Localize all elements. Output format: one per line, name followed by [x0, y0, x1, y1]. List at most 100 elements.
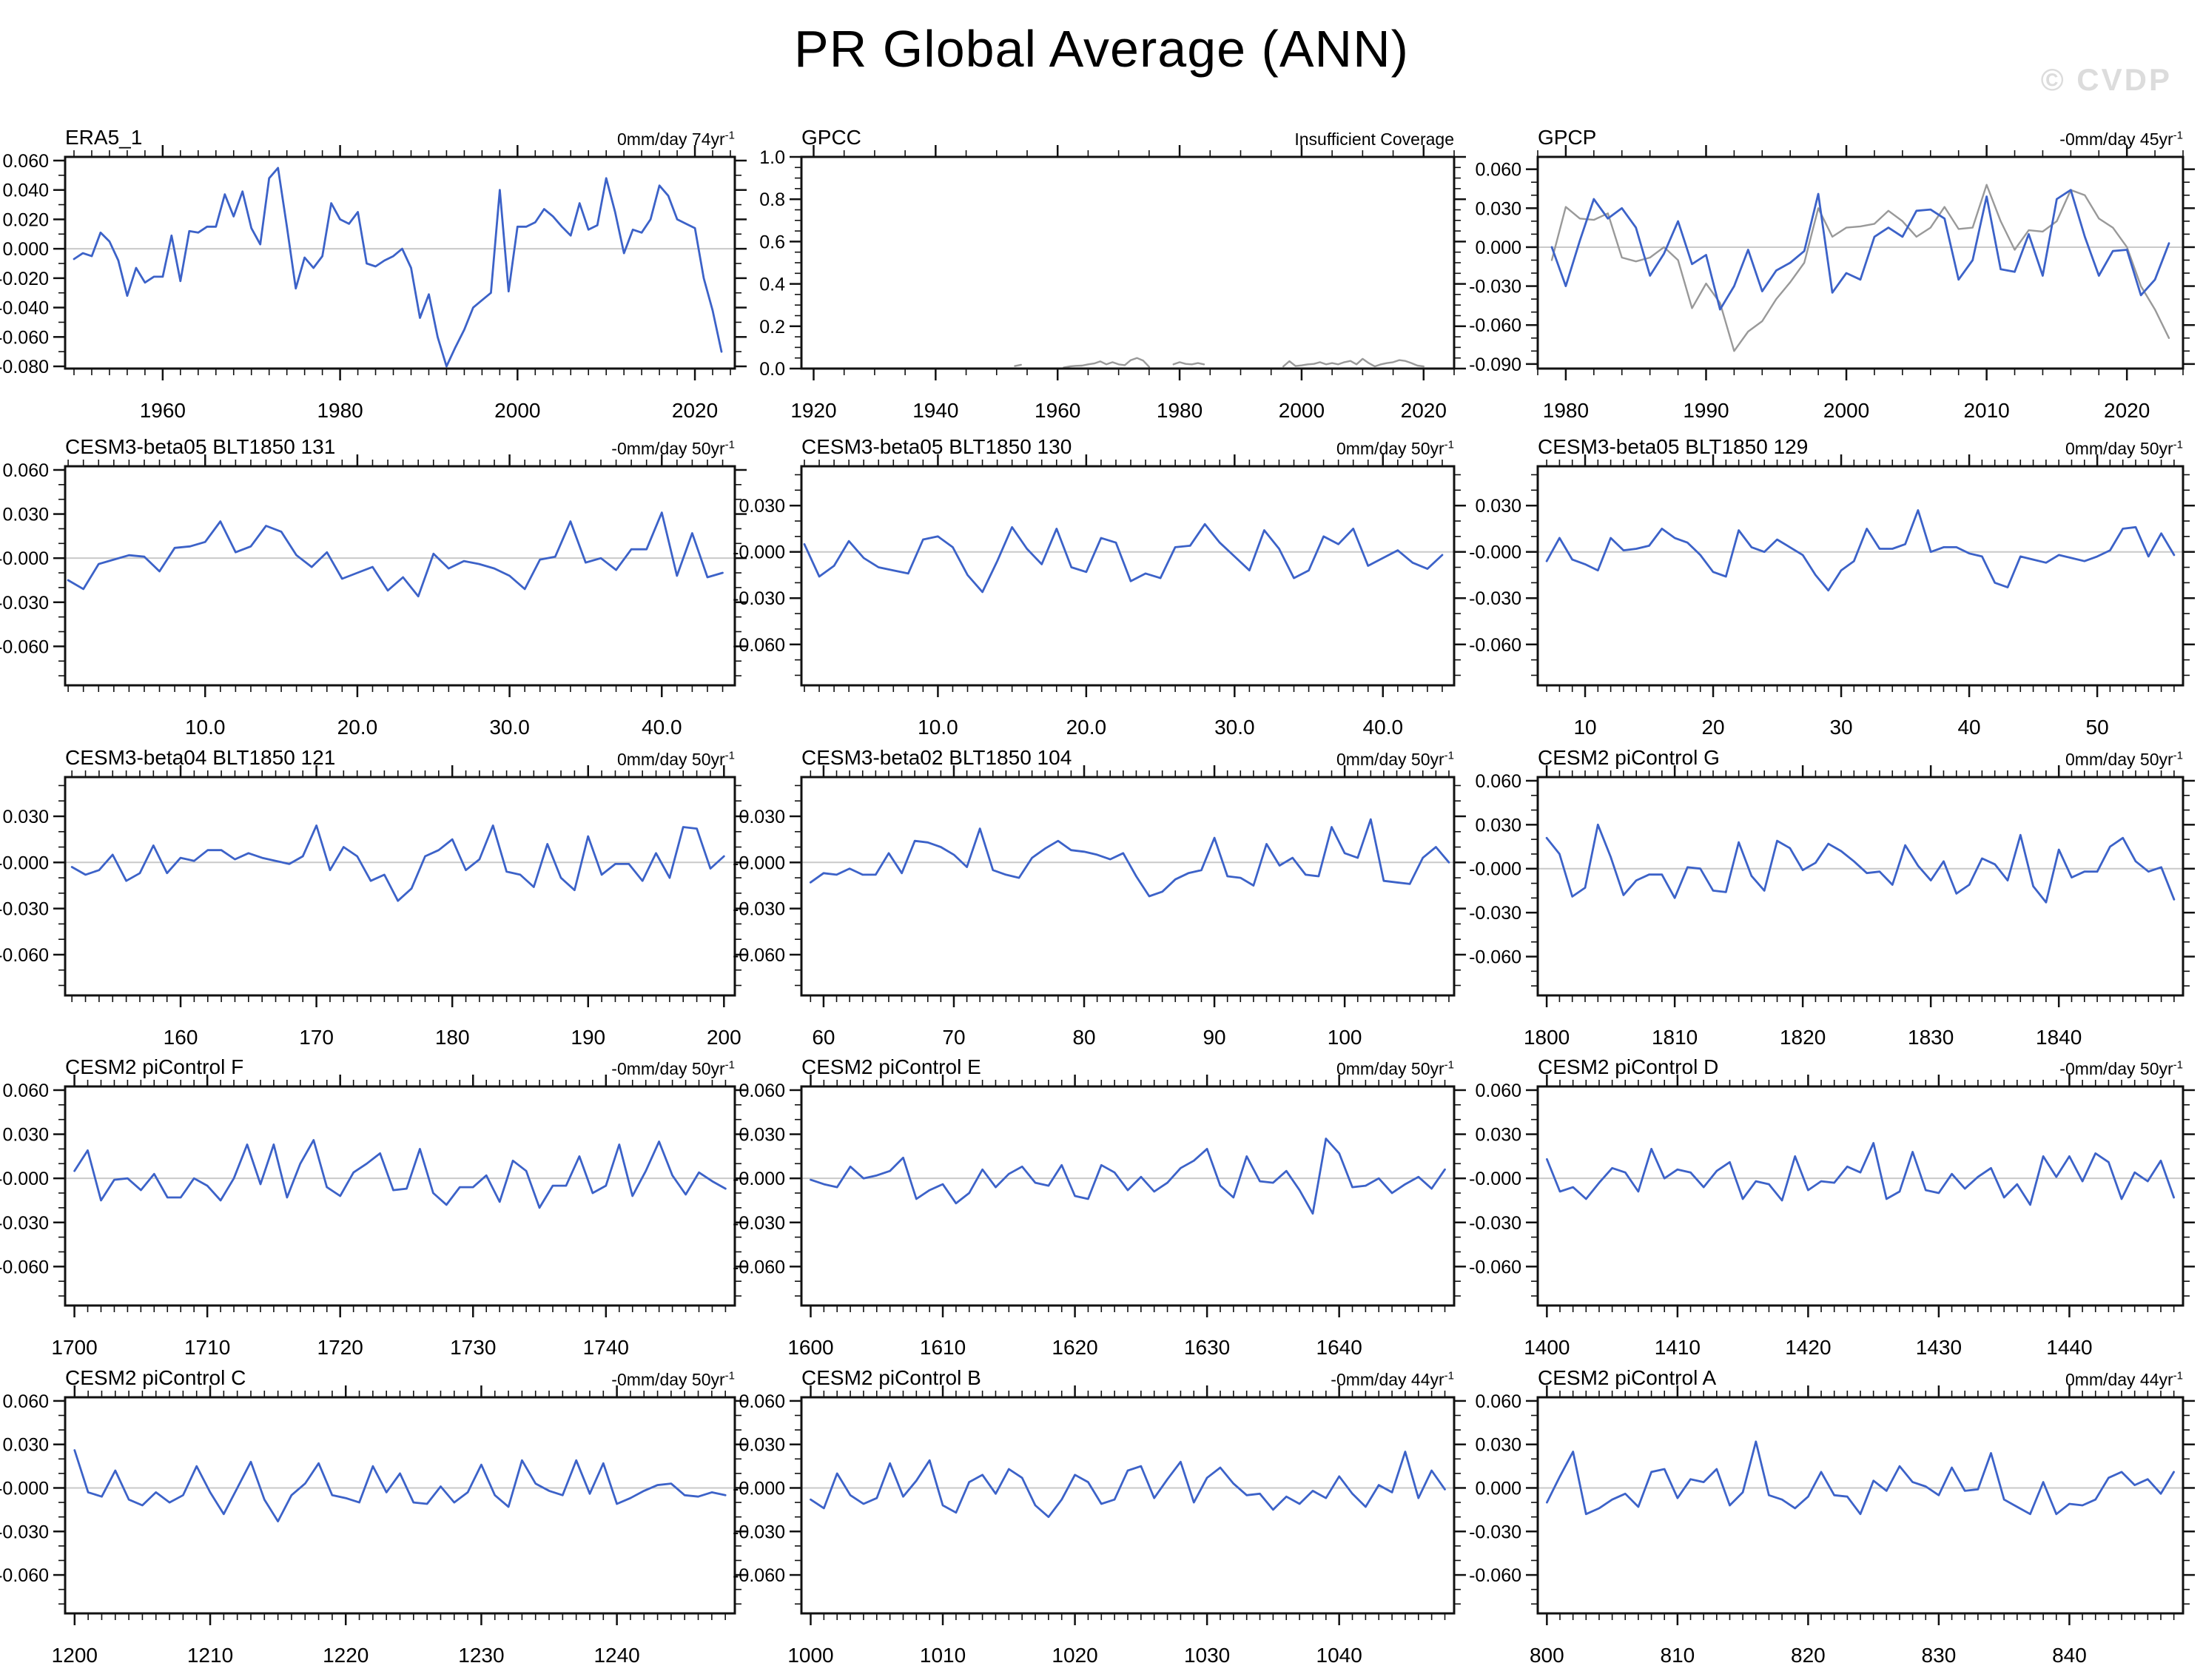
x-tick-label: 30: [1829, 716, 1852, 739]
x-tick-label: 1980: [317, 399, 363, 422]
y-tick-label: -0.030: [1469, 903, 1521, 924]
chart-panel: CESM2 piControl F -0mm/day 50yr-1 1700 17…: [0, 1048, 755, 1372]
x-tick-label: 1430: [1916, 1336, 1962, 1359]
panel-trend-text: 0mm/day 50yr: [2065, 439, 2173, 458]
y-tick-label: 0.020: [2, 209, 49, 230]
x-tick-label: 2000: [1279, 399, 1325, 422]
x-tick-label: 2020: [1401, 399, 1447, 422]
panel-trend-label: -0mm/day 50yr-1: [2059, 1059, 2183, 1079]
x-tick-label: 2010: [1963, 399, 2009, 422]
panel-header: GPCP -0mm/day 45yr-1: [1538, 118, 2183, 149]
panel-plot: 10.0 20.0 30.0 40.0 0.060 0.030 -0.000 -0.030 -0…: [0, 454, 747, 739]
plot-frame: [1536, 776, 2184, 997]
panel-header: CESM3-beta05 BLT1850 130 0mm/day 50yr-1: [801, 428, 1454, 459]
panel-plot: 1920 1940 1960 1980 2000 2020 1.0 0.8 0.6 0.4 0.2 0…: [759, 145, 1466, 422]
x-tick-label: 10: [1573, 716, 1596, 739]
panel-title: CESM3-beta05 BLT1850 131: [65, 435, 336, 458]
chart-panel: CESM2 piControl E 0mm/day 50yr-1 1600 161…: [727, 1048, 1474, 1372]
panel-trend-label: -0mm/day 45yr-1: [2059, 130, 2183, 149]
y-tick-label: 0.060: [1475, 1081, 1521, 1101]
x-tick-label: 50: [2086, 716, 2109, 739]
chart-panel: CESM3-beta04 BLT1850 121 0mm/day 50yr-1 …: [0, 739, 755, 1062]
x-tick-label: 2000: [494, 399, 540, 422]
series-line-gpcc-coverage: [1282, 357, 1425, 368]
series-line-gpcc-coverage: [1172, 361, 1205, 366]
panel-trend-label: 0mm/day 50yr-1: [617, 750, 735, 770]
y-tick-label: -0.030: [0, 1522, 49, 1542]
x-tick-label: 190: [571, 1026, 605, 1049]
panel-title: ERA5_1: [65, 126, 143, 149]
plot-frame: [64, 776, 736, 997]
panel-plot: 1980 1990 2000 2010 2020 0.060 0.030 0.000 -0.03…: [1469, 145, 2195, 422]
y-tick-label: -0.060: [1469, 947, 1521, 968]
y-tick-label: -0.000: [0, 1169, 49, 1189]
panel-trend-label: -0mm/day 50yr-1: [611, 1370, 735, 1390]
plot-frame: [1536, 465, 2184, 687]
series-line-cesm2-picontrol-f: [73, 1139, 727, 1209]
y-tick-label: 0.4: [759, 275, 785, 295]
series-line-cesm3-beta05-blt1850-131: [67, 511, 724, 598]
x-tick-label: 1710: [184, 1336, 230, 1359]
chart-panel: GPCC Insufficient Coverage 1920 1940 1960 1…: [727, 118, 1474, 435]
chart-panel: GPCP -0mm/day 45yr-1 1980 1990 2000 2010 202…: [1464, 118, 2203, 435]
y-tick-label: -0.030: [0, 899, 49, 920]
x-tick-label: 90: [1203, 1026, 1225, 1049]
panel-trend-label: 0mm/day 74yr-1: [617, 130, 735, 149]
panel-trend-text: 0mm/day 50yr: [1336, 1059, 1444, 1078]
x-tick-label: 800: [1530, 1644, 1564, 1667]
panel-trend-text: 0mm/day 44yr: [2065, 1370, 2173, 1389]
x-tick-label: 1840: [2036, 1026, 2082, 1049]
y-tick-label: 0.060: [1475, 1391, 1521, 1412]
panel-trend-exponent: -1: [724, 438, 735, 451]
panel-trend-label: 0mm/day 50yr-1: [1336, 1059, 1454, 1079]
y-tick-label: -0.000: [1469, 542, 1521, 563]
y-tick-label: -0.000: [733, 1478, 785, 1499]
x-tick-label: 40.0: [642, 716, 682, 739]
panel-title: CESM3-beta02 BLT1850 104: [801, 746, 1072, 769]
y-tick-label: -0.060: [0, 327, 49, 348]
x-tick-label: 30.0: [1214, 716, 1255, 739]
y-tick-label: -0.060: [0, 945, 49, 966]
x-tick-label: 80: [1072, 1026, 1095, 1049]
x-tick-label: 1600: [787, 1336, 833, 1359]
y-tick-label: 0.060: [2, 151, 49, 172]
x-tick-label: 1730: [450, 1336, 496, 1359]
x-tick-label: 1800: [1524, 1026, 1570, 1049]
x-tick-label: 1920: [790, 399, 836, 422]
panel-trend-exponent: -1: [1444, 1058, 1454, 1072]
panel-trend-text: 0mm/day 50yr: [616, 750, 725, 769]
y-tick-label: 0.2: [759, 317, 785, 337]
series-line-cesm3-beta02-blt1850-104: [809, 818, 1450, 898]
panel-title: GPCC: [801, 126, 861, 149]
panel-trend-exponent: -1: [1444, 749, 1454, 762]
panel-trend-label: -0mm/day 44yr-1: [1331, 1370, 1454, 1390]
panel-trend-exponent: -1: [2173, 438, 2183, 451]
y-tick-label: -0.000: [0, 548, 49, 569]
y-tick-label: -0.030: [0, 1213, 49, 1234]
panel-trend-text: Insufficient Coverage: [1294, 130, 1454, 149]
x-tick-label: 100: [1328, 1026, 1362, 1049]
panel-title: CESM2 piControl E: [801, 1055, 981, 1078]
panel-header: CESM2 piControl F -0mm/day 50yr-1: [65, 1048, 735, 1079]
x-tick-label: 1230: [458, 1644, 504, 1667]
panel-title: CESM3-beta05 BLT1850 129: [1538, 435, 1809, 458]
series-line-cesm3-beta05-blt1850-129: [1545, 509, 2176, 592]
x-tick-label: 2000: [1823, 399, 1869, 422]
panel-trend-exponent: -1: [2173, 749, 2183, 762]
panel-trend-text: -0mm/day 50yr: [2059, 1059, 2173, 1078]
y-tick-label: 0.030: [739, 807, 785, 827]
chart-panel: CESM3-beta05 BLT1850 129 0mm/day 50yr-1 …: [1464, 428, 2203, 752]
panel-header: CESM2 piControl C -0mm/day 50yr-1: [65, 1359, 735, 1390]
x-tick-label: 40.0: [1363, 716, 1404, 739]
y-tick-label: 0.030: [1475, 198, 1521, 219]
x-tick-label: 1740: [583, 1336, 629, 1359]
y-tick-label: 0.030: [1475, 1125, 1521, 1146]
y-tick-label: 0.030: [2, 1125, 49, 1146]
panel-trend-label: -0mm/day 50yr-1: [611, 439, 735, 459]
x-tick-label: 1630: [1184, 1336, 1230, 1359]
panel-trend-exponent: -1: [724, 1058, 735, 1072]
panel-title: GPCP: [1538, 126, 1597, 149]
chart-panel: CESM3-beta05 BLT1850 131 -0mm/day 50yr-1…: [0, 428, 755, 752]
panel-header: CESM2 piControl E 0mm/day 50yr-1: [801, 1048, 1454, 1079]
x-tick-label: 170: [299, 1026, 334, 1049]
